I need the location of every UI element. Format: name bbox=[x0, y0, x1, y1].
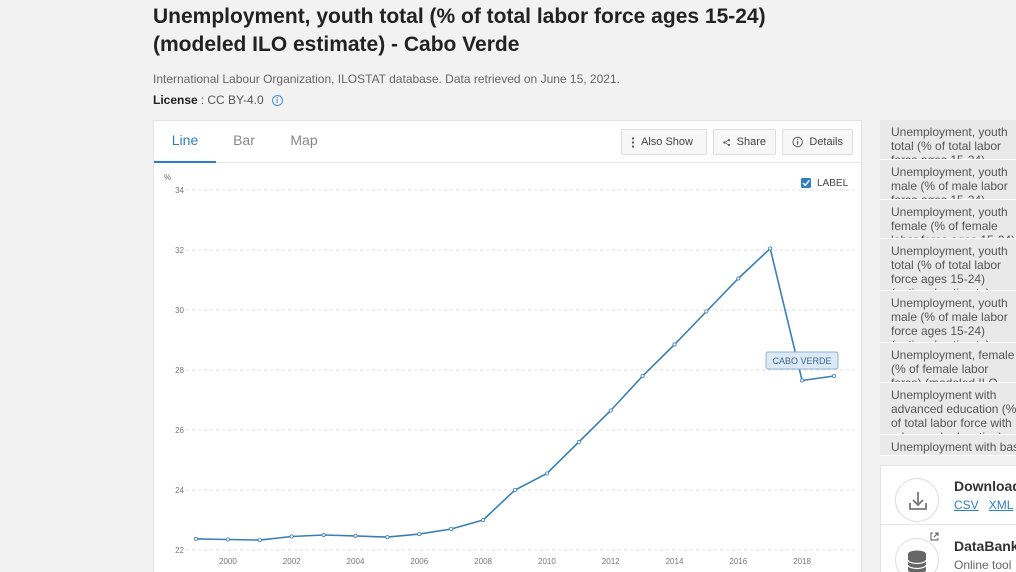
page-title: Unemployment, youth total (% of total la… bbox=[153, 5, 766, 56]
label-checkbox[interactable]: LABEL bbox=[801, 178, 849, 189]
download-title: Download bbox=[954, 478, 1016, 494]
data-point bbox=[481, 517, 486, 522]
x-tick-label: 2008 bbox=[474, 557, 492, 566]
y-tick-label: 32 bbox=[175, 246, 184, 255]
databank-subtitle: Online tool bbox=[954, 558, 1012, 572]
x-tick-label: 2000 bbox=[219, 557, 237, 566]
download-icon[interactable] bbox=[895, 478, 939, 522]
kebab-icon bbox=[631, 136, 635, 148]
download-links: CSV XML bbox=[954, 498, 1016, 512]
related-item[interactable]: Unemployment, youth male (% of male labo… bbox=[880, 160, 1016, 200]
also-show-label: Also Show bbox=[641, 136, 693, 148]
data-point bbox=[257, 538, 262, 543]
related-item[interactable]: Unemployment with basic education bbox=[880, 435, 1016, 456]
related-indicators-list: Unemployment, youth total (% of total la… bbox=[880, 120, 1016, 456]
xml-link[interactable]: XML bbox=[988, 498, 1014, 512]
related-item[interactable]: Unemployment, youth total (% of total la… bbox=[880, 120, 1016, 160]
also-show-button[interactable]: Also Show bbox=[621, 129, 707, 155]
details-button[interactable]: Details bbox=[782, 129, 853, 155]
details-label: Details bbox=[809, 136, 843, 148]
y-tick-label: 28 bbox=[175, 366, 184, 375]
share-button[interactable]: Share bbox=[713, 129, 776, 155]
related-item[interactable]: Unemployment, youth male (% of male labo… bbox=[880, 291, 1016, 343]
y-axis-label: % bbox=[164, 173, 171, 182]
databank-title: DataBank bbox=[954, 538, 1016, 554]
grid-lines bbox=[186, 189, 854, 551]
chart-card: Line Bar Map Also Show Share Details 22 2… bbox=[153, 120, 862, 572]
y-tick-label: 26 bbox=[175, 426, 184, 435]
license-line: License : CC BY-4.0 i bbox=[153, 93, 283, 107]
license-value: : CC BY-4.0 bbox=[200, 93, 264, 107]
series-points bbox=[194, 246, 837, 543]
tab-line[interactable]: Line bbox=[154, 121, 216, 163]
x-tick-label: 2010 bbox=[538, 557, 556, 566]
data-point bbox=[704, 309, 709, 314]
data-point bbox=[321, 532, 326, 537]
data-point bbox=[449, 526, 454, 531]
x-tick-label: 2006 bbox=[410, 557, 428, 566]
y-tick-label: 34 bbox=[175, 186, 184, 195]
download-row: Download CSV XML bbox=[881, 466, 1016, 524]
series-tag-text: CABO VERDE bbox=[772, 356, 831, 366]
data-point bbox=[289, 534, 294, 539]
source-note: International Labour Organization, ILOST… bbox=[153, 72, 620, 86]
x-tick-label: 2012 bbox=[602, 557, 620, 566]
data-point bbox=[768, 246, 773, 251]
y-tick-label: 22 bbox=[175, 546, 184, 555]
databank-row: DataBank Online tool bbox=[881, 526, 1016, 572]
y-tick-label: 30 bbox=[175, 306, 184, 315]
info-icon[interactable]: i bbox=[271, 94, 283, 106]
data-point bbox=[800, 378, 805, 383]
x-tick-label: 2014 bbox=[666, 557, 684, 566]
chart-tabs: Line Bar Map Also Show Share Details bbox=[154, 121, 861, 163]
data-point bbox=[608, 408, 613, 413]
csv-link[interactable]: CSV bbox=[954, 498, 979, 512]
related-item[interactable]: Unemployment, female (% of female labor … bbox=[880, 343, 1016, 383]
data-point bbox=[576, 439, 581, 444]
data-point bbox=[353, 533, 358, 538]
license-label: License bbox=[153, 93, 198, 107]
y-tick-label: 24 bbox=[175, 486, 184, 495]
y-tick-labels: 22 24 26 28 30 32 34 bbox=[175, 186, 184, 555]
tab-map[interactable]: Map bbox=[290, 132, 318, 148]
x-tick-labels: 2000 2002 2004 2006 2008 2010 2012 2014 2016 2018 bbox=[219, 557, 812, 566]
share-icon bbox=[723, 138, 731, 146]
series-line-cabo-verde bbox=[195, 246, 835, 541]
external-link-icon bbox=[930, 532, 939, 541]
related-item[interactable]: Unemployment with advanced education (% … bbox=[880, 383, 1016, 435]
data-point bbox=[672, 342, 677, 347]
x-tick-label: 2004 bbox=[347, 557, 365, 566]
data-point bbox=[225, 537, 230, 542]
data-point bbox=[544, 471, 549, 476]
data-point bbox=[512, 487, 517, 492]
tab-bar[interactable]: Bar bbox=[233, 132, 255, 148]
data-point bbox=[194, 536, 199, 541]
series-tag: CABO VERDE bbox=[765, 351, 839, 370]
label-checkbox-text: LABEL bbox=[817, 178, 849, 189]
x-tick-label: 2002 bbox=[283, 557, 301, 566]
data-point bbox=[417, 532, 422, 537]
x-tick-label: 2018 bbox=[793, 557, 811, 566]
share-label: Share bbox=[736, 136, 766, 148]
data-point bbox=[640, 373, 645, 378]
check-icon bbox=[802, 179, 810, 187]
data-point bbox=[736, 276, 741, 281]
related-item[interactable]: Unemployment, youth female (% of female … bbox=[880, 200, 1016, 239]
download-card: Download CSV XML DataBank Online tool bbox=[880, 465, 1016, 572]
data-point bbox=[832, 373, 837, 378]
data-point bbox=[385, 535, 390, 540]
database-icon[interactable] bbox=[895, 538, 939, 572]
related-item[interactable]: Unemployment, youth total (% of total la… bbox=[880, 239, 1016, 291]
x-tick-label: 2016 bbox=[729, 557, 747, 566]
info-circle-icon bbox=[792, 136, 803, 148]
